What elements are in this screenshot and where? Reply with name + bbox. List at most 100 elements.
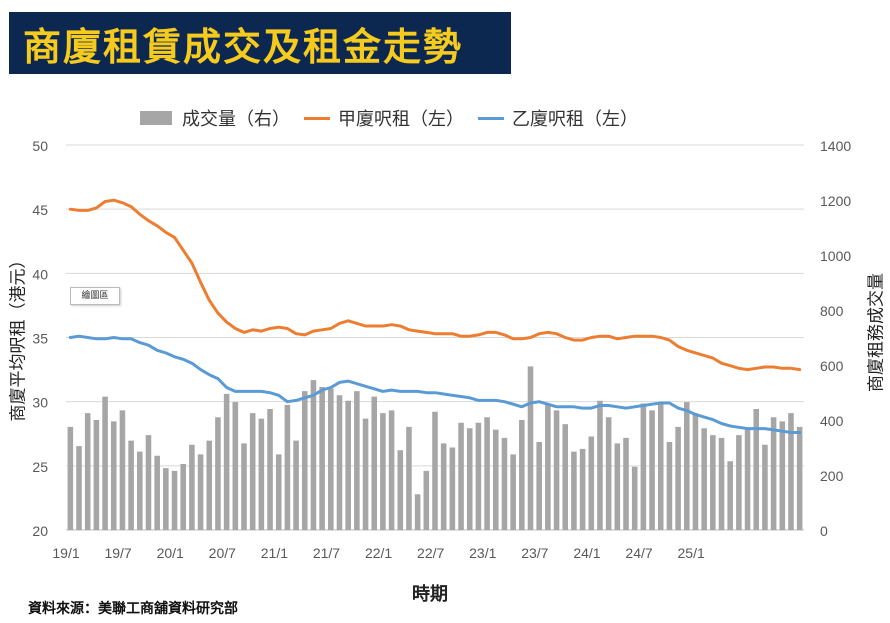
volume-bar	[197, 454, 204, 530]
y-left-tick-label: 40	[32, 266, 48, 282]
volume-bar	[206, 440, 213, 530]
volume-bar	[597, 400, 603, 530]
volume-bar	[501, 437, 508, 530]
volume-bar	[189, 444, 195, 530]
x-tick-label: 20/1	[157, 545, 184, 561]
volume-bar	[727, 461, 733, 530]
volume-bar	[267, 409, 273, 530]
volume-bar	[319, 387, 325, 530]
volume-bar	[571, 451, 577, 530]
volume-bar	[770, 417, 777, 530]
volume-bar	[492, 429, 499, 530]
x-tick-label: 23/7	[521, 545, 548, 561]
volume-bar	[788, 413, 794, 530]
volume-bar	[406, 426, 412, 530]
y-right-tick-label: 800	[820, 303, 844, 319]
grade-b-rent-line	[68, 334, 802, 434]
y-left-tick-label: 50	[32, 138, 48, 154]
chart-legend: 成交量（右） 甲廈呎租（左） 乙廈呎租（左）	[140, 105, 652, 131]
volume-bar	[762, 444, 768, 530]
volume-bar	[718, 437, 725, 530]
x-tick-label: 25/1	[678, 545, 705, 561]
plot-area-badge: 繪圖區	[70, 287, 120, 305]
volume-bar	[553, 410, 560, 530]
legend-swatch-grade-b	[478, 116, 504, 120]
volume-bar	[180, 464, 186, 530]
volume-bar	[684, 402, 690, 530]
volume-bar	[527, 366, 534, 530]
volume-bar	[536, 442, 542, 530]
volume-bar	[137, 451, 143, 530]
volume-bar	[301, 391, 308, 530]
volume-bar	[614, 443, 621, 530]
x-tick-label: 19/1	[52, 545, 79, 561]
y-right-tick-label: 200	[820, 468, 844, 484]
volume-bar	[510, 454, 516, 530]
x-tick-label: 22/7	[417, 545, 444, 561]
x-tick-label: 20/7	[209, 545, 236, 561]
volume-bar	[93, 420, 100, 530]
volume-bar	[145, 435, 152, 530]
volume-bar	[84, 413, 91, 530]
volume-bar	[466, 428, 473, 530]
volume-bar	[171, 470, 178, 530]
volume-bar	[397, 450, 404, 530]
chart-title: 商廈租賃成交及租金走勢	[23, 24, 464, 69]
volume-bar	[310, 380, 317, 530]
volume-bar	[67, 426, 74, 530]
volume-bar	[475, 422, 482, 530]
y-left-tick-label: 30	[32, 395, 48, 411]
legend-label-grade-b: 乙廈呎租（左）	[512, 109, 638, 130]
y-right-tick-label: 400	[820, 413, 844, 429]
x-axis-label: 時期	[412, 584, 448, 605]
volume-bar	[154, 455, 160, 530]
volume-bar	[562, 424, 569, 530]
volume-bar	[692, 413, 699, 530]
y-left-tick-label: 20	[32, 523, 48, 539]
volume-bar	[215, 417, 221, 530]
volume-bar	[119, 410, 126, 530]
volume-bar	[414, 494, 421, 530]
legend-item-grade-b: 乙廈呎租（左）	[478, 105, 638, 131]
volume-bar	[380, 413, 386, 530]
y-right-tick-label: 1200	[820, 193, 851, 209]
volume-bar	[249, 413, 256, 530]
volume-bar	[293, 440, 299, 530]
volume-bar	[779, 421, 786, 530]
volume-bar	[110, 421, 117, 530]
legend-swatch-grade-a	[304, 116, 330, 120]
volume-bar	[354, 391, 360, 530]
volume-bar	[640, 403, 647, 530]
volume-bar	[102, 396, 108, 530]
legend-swatch-volume	[140, 111, 172, 125]
volume-bar	[432, 411, 438, 530]
volume-bar	[458, 422, 464, 530]
volume-bar	[449, 447, 456, 530]
source-note: 資料來源：美聯工商舖資料研究部	[28, 601, 238, 617]
y-left-tick-label: 25	[32, 459, 48, 475]
volume-bar	[440, 443, 447, 530]
x-tick-label: 21/7	[313, 545, 340, 561]
grade-a-rent-line	[68, 198, 802, 372]
volume-bar	[736, 435, 742, 530]
y-right-tick-label: 0	[820, 523, 828, 539]
volume-bar	[232, 402, 239, 530]
y-axis-left-label: 商廈平均呎租（港元）	[8, 251, 29, 422]
volume-bar	[796, 426, 803, 530]
x-tick-label: 23/1	[469, 545, 496, 561]
volume-bar	[241, 443, 247, 530]
title-banner: 商廈租賃成交及租金走勢	[9, 12, 511, 74]
volume-bar	[753, 409, 760, 530]
y-left-tick-label: 35	[32, 331, 48, 347]
x-tick-label: 24/1	[573, 545, 600, 561]
y-right-tick-label: 1400	[820, 138, 851, 154]
y-right-tick-label: 1000	[820, 248, 851, 264]
volume-bar	[579, 448, 586, 530]
volume-bar	[631, 466, 638, 530]
volume-bar	[258, 418, 265, 530]
volume-bar	[657, 403, 664, 530]
volume-bar	[345, 400, 351, 530]
volume-bar	[605, 417, 612, 530]
x-tick-label: 21/1	[261, 545, 288, 561]
